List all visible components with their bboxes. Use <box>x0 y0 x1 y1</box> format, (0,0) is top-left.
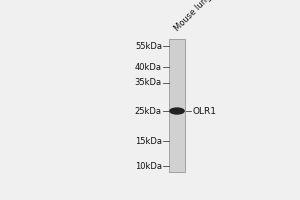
Text: 55kDa: 55kDa <box>135 42 162 51</box>
Bar <box>169 125 185 132</box>
Bar <box>169 106 185 112</box>
Bar <box>169 39 185 46</box>
Bar <box>169 92 185 99</box>
Text: 35kDa: 35kDa <box>135 78 162 87</box>
Text: 15kDa: 15kDa <box>135 137 162 146</box>
Ellipse shape <box>169 107 185 115</box>
Text: 25kDa: 25kDa <box>135 107 162 116</box>
Bar <box>169 145 185 152</box>
Text: Mouse lung: Mouse lung <box>173 0 214 33</box>
Bar <box>169 119 185 125</box>
Bar <box>169 86 185 92</box>
Bar <box>169 112 185 119</box>
Text: 10kDa: 10kDa <box>135 162 162 171</box>
Text: 40kDa: 40kDa <box>135 63 162 72</box>
Bar <box>169 132 185 139</box>
Bar <box>169 79 185 86</box>
Text: OLR1: OLR1 <box>192 107 216 116</box>
Bar <box>169 139 185 145</box>
Bar <box>169 53 185 59</box>
Bar <box>169 66 185 73</box>
Bar <box>169 152 185 159</box>
Bar <box>169 99 185 106</box>
Bar <box>169 46 185 53</box>
Bar <box>169 165 185 172</box>
Bar <box>169 159 185 165</box>
Bar <box>169 73 185 79</box>
Bar <box>169 39 185 172</box>
Bar <box>169 59 185 66</box>
